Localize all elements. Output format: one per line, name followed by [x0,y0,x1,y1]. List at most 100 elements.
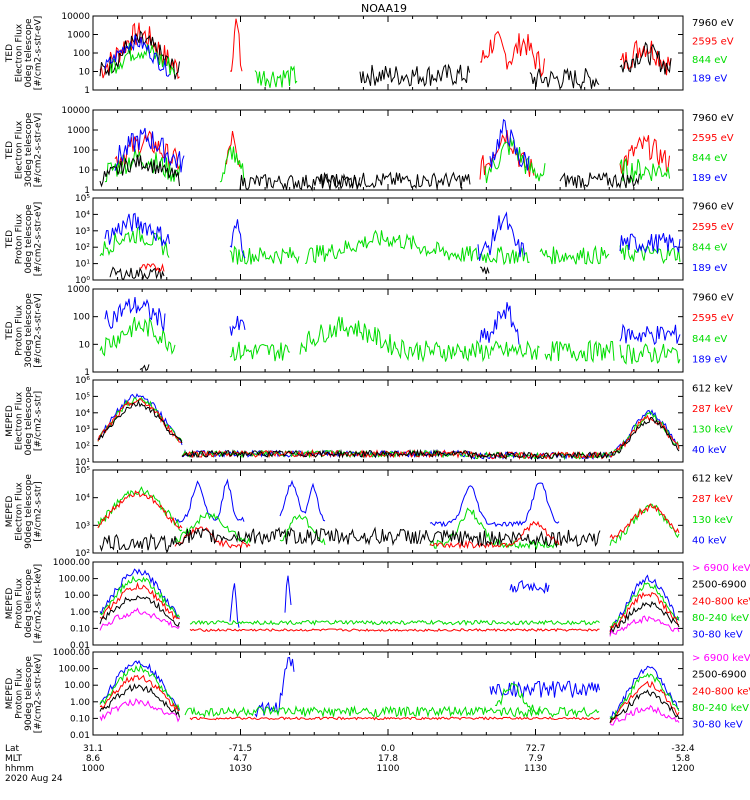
legend-entry: 7960 eV [692,113,734,124]
panel-2: 10000 1000 100 10 1 TEDElectron Flux30deg tel… [5,106,734,196]
legend-entry: 240-800 keV [692,686,750,697]
legend-entry: 7960 eV [692,292,734,303]
legend-entry: 240-800 keV [692,596,750,607]
panel-6-green-series [97,486,183,532]
y-axis-label-line: [#/cm2-s-str-eV] [34,113,44,188]
legend-entry: 40 keV [692,445,726,456]
y-axis-label: MEPEDProton Flux0deg telescope[#/cm2-s-s… [5,564,44,643]
panel-6-red-series [429,520,560,550]
panel-4-blue-series [619,323,681,346]
panel-3-blue-series [619,233,681,254]
y-tick-label: 0.01 [70,641,90,651]
legend-entry: 287 keV [692,494,733,505]
panel-7: 1000.00 100.00 10.00 1.00 0.10 0.01 MEPEDProto… [5,558,750,651]
panel-4-green-series [619,343,681,365]
y-tick-label: 1 [84,368,90,378]
y-tick-label: 0.10 [70,714,90,724]
panel-5-black-series [609,416,680,456]
y-axis-label-line: 0deg telescope [24,386,34,456]
x-tick-label-lat: 72.7 [525,744,545,754]
legend-entry: 287 keV [692,404,733,415]
y-tick-label: 100.00 [59,575,91,585]
panel-3-green-series [304,229,480,264]
y-axis-label-line: 90deg telescope [24,656,34,731]
panel-8-blue-series [489,680,600,698]
panel-6: 10⁵ 10⁴ 10³ 10² MEPEDElectron Flux90deg tele… [5,466,733,559]
panel-6-green-series [174,512,251,545]
panel-3-blue-series [477,211,525,261]
y-tick-label: 1000.00 [53,648,90,658]
panel-frame [92,561,684,646]
panel-5-red-series [97,397,183,443]
x-tick-label-hhmm: 1000 [82,764,105,774]
panel-3-green-series [619,244,681,265]
panel-5-black-series [469,451,610,461]
y-tick-label: 1.00 [70,608,90,618]
y-tick-label: 1000 [67,31,90,41]
y-axis-label-line: TED [5,141,15,160]
panel-2-red-series [114,130,180,171]
x-tick-label-lat: 31.1 [83,744,103,754]
y-tick-label: 10³ [75,425,90,435]
y-tick-label: 10² [75,243,90,253]
legend-entry: 189 eV [692,263,727,274]
panel-4-green-series [99,316,176,357]
y-axis-label-line: 0deg telescope [24,569,34,639]
y-axis-label-line: 30deg telescope [24,293,34,368]
x-tick-label-mlt: 7.9 [528,754,543,764]
y-tick-label: 100 [73,146,90,156]
panel-1-black-series [359,63,470,87]
y-axis-label-line: [#/cm2-s-str] [34,391,44,451]
panel-2-red-series [619,135,670,175]
x-tick-label-hhmm: 1130 [524,764,547,774]
y-tick-label: 10² [75,442,90,452]
panel-4-green-series [489,340,540,360]
panel-6-red-series [609,503,680,541]
panel-5-black-series [97,399,183,444]
panel-7-black-series [609,600,680,635]
y-axis-label-line: MEPED [5,678,15,710]
y-axis-label: TEDProton Flux30deg telescope[#/cm2-s-st… [5,293,44,368]
panel-1-black-series [619,41,672,75]
x-tick-label-mlt: 8.6 [86,754,101,764]
panel-4-green-series [229,341,291,362]
panel-4-blue-series [104,297,166,331]
panel-frame [92,651,684,736]
panel-8-green-series [609,672,680,720]
y-tick-label: 10⁰ [75,276,90,286]
x-tick-label-mlt: 17.8 [378,754,398,764]
legend-entry: 2500-6900 [692,670,747,681]
panel-7-black-series [99,595,180,627]
y-tick-label: 10⁶ [75,376,90,386]
y-axis-label-line: MEPED [5,496,15,528]
legend-entry: 844 eV [692,242,727,253]
y-axis-label-line: 0deg telescope [24,204,34,274]
panel-7-red-series [189,628,600,633]
legend-entry: 80-240 keV [692,703,749,714]
y-tick-label: 10⁴ [75,210,90,220]
legend-entry: 30-80 keV [692,720,743,731]
y-axis-label-line: [#/cm2-s-str-keV] [34,654,44,733]
panel-8-red-series [609,680,680,723]
x-axis-row-label: MLT [5,754,23,764]
panel-frame [92,379,684,463]
legend-entry: > 6900 keV [692,563,750,574]
panel-3: 10⁵ 10⁴ 10³ 10² 10¹ 10⁰ TEDProton Flux0deg tel… [5,194,734,286]
panel-7-red-series [99,581,180,621]
panel-7-magenta-series [609,615,680,637]
panel-7-blue-series [229,583,240,628]
panel-2-black-series [559,172,640,190]
panel-6-black-series [419,529,601,549]
y-axis-label-line: Proton Flux [15,305,25,356]
y-axis-label-line: Electron Flux [15,391,25,450]
y-tick-label: 1 [84,186,90,196]
legend-entry: 7960 eV [692,18,734,29]
panel-8-black-series [609,689,680,724]
panel-1-red-series [479,30,545,78]
x-tick-label-hhmm: 1200 [672,764,695,774]
x-tick-label-lat: 0.0 [381,744,396,754]
panel-3-blue-series [229,219,246,259]
panel-8-blue-series [609,665,679,720]
y-axis-label: MEPEDProton Flux90deg telescope[#/cm2-s-… [5,654,44,733]
panel-1-blue-series [104,34,170,78]
